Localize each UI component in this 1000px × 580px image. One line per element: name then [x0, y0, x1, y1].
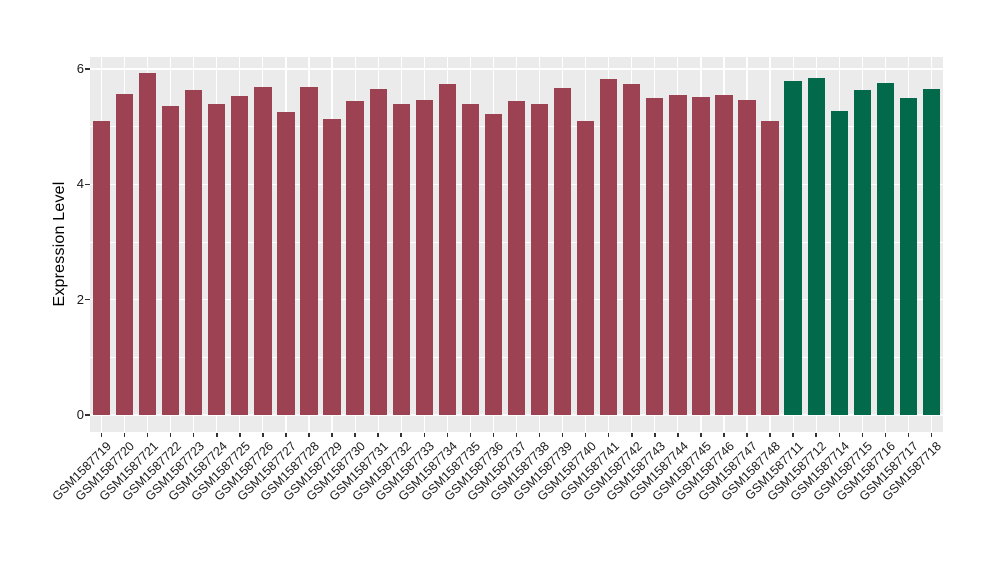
bar-GSM1587732: [392, 103, 410, 415]
x-tick-mark: [515, 432, 518, 437]
x-tick-mark: [492, 432, 495, 437]
x-tick-mark: [169, 432, 172, 437]
bar-GSM1587719: [92, 120, 111, 415]
bar-GSM1587731: [369, 88, 387, 415]
bar-GSM1587721: [138, 73, 157, 415]
x-tick-mark: [861, 432, 864, 437]
y-tick-label: 0: [76, 407, 84, 422]
x-tick-mark: [723, 432, 725, 437]
x-tick-mark: [815, 432, 817, 437]
bar-GSM1587711: [784, 81, 802, 415]
x-tick-mark: [561, 432, 564, 437]
x-tick-mark: [654, 432, 656, 437]
x-tick-mark: [331, 432, 333, 437]
bar-GSM1587745: [692, 97, 710, 415]
x-tick-mark: [930, 432, 933, 437]
y-tick-label: 6: [76, 60, 84, 76]
bar-GSM1587741: [600, 78, 618, 415]
bar-GSM1587716: [876, 82, 894, 415]
x-tick-mark: [146, 432, 149, 437]
x-tick-mark: [700, 432, 702, 437]
x-tick-mark: [631, 432, 633, 437]
x-tick-mark: [907, 432, 910, 437]
y-tick-mark: [85, 298, 90, 301]
x-tick-mark: [192, 432, 195, 437]
x-tick-mark: [377, 432, 379, 437]
x-tick-mark: [123, 432, 126, 437]
bar-GSM1587746: [715, 94, 733, 415]
y-tick-mark: [85, 68, 90, 70]
bar-GSM1587725: [231, 96, 249, 415]
bar-GSM1587747: [738, 99, 756, 415]
x-tick-mark: [884, 432, 887, 437]
x-tick-mark: [239, 432, 241, 437]
x-tick-mark: [100, 432, 103, 437]
bar-GSM1587737: [507, 101, 526, 415]
bar-GSM1587743: [646, 97, 664, 415]
bar-GSM1587740: [577, 120, 595, 415]
bar-GSM1587730: [346, 100, 364, 415]
y-axis-title: Expression Level: [51, 181, 68, 307]
x-tick-mark: [838, 432, 840, 437]
x-tick-mark: [423, 432, 426, 437]
x-tick-mark: [538, 432, 541, 437]
bar-GSM1587727: [277, 111, 295, 415]
bar-GSM1587717: [899, 97, 918, 415]
x-tick-mark: [584, 432, 587, 437]
bar-GSM1587715: [853, 89, 871, 415]
x-tick-mark: [354, 432, 356, 437]
x-tick-mark: [216, 432, 218, 437]
bar-GSM1587726: [254, 86, 272, 415]
x-tick-mark: [400, 432, 402, 437]
x-tick-mark: [677, 432, 679, 437]
x-tick-mark: [285, 432, 287, 437]
x-tick-mark: [792, 432, 794, 437]
x-tick-mark: [262, 432, 264, 437]
y-tick-label: 4: [76, 176, 84, 192]
bar-GSM1587742: [623, 83, 641, 415]
y-tick-mark: [85, 183, 90, 186]
x-tick-mark: [607, 432, 610, 437]
bar-GSM1587734: [438, 83, 456, 415]
x-tick-mark: [308, 432, 310, 437]
bar-GSM1587723: [185, 89, 203, 415]
x-tick-mark: [746, 432, 748, 437]
plot-panel: [90, 57, 943, 432]
x-tick-mark: [469, 432, 472, 437]
bar-GSM1587729: [323, 119, 341, 415]
x-tick-mark: [769, 432, 771, 437]
bar-GSM1587718: [922, 88, 941, 415]
bar-GSM1587744: [669, 94, 687, 415]
y-tick-label: 2: [76, 291, 84, 307]
bar-GSM1587738: [530, 103, 549, 415]
bar-GSM1587736: [484, 113, 503, 415]
bar-GSM1587748: [761, 120, 779, 415]
bar-GSM1587720: [115, 93, 134, 415]
bar-GSM1587735: [461, 104, 480, 415]
bar-GSM1587728: [300, 86, 318, 415]
bar-GSM1587712: [807, 77, 825, 415]
bar-GSM1587714: [830, 110, 848, 415]
bar-GSM1587724: [208, 103, 226, 415]
bar-GSM1587739: [553, 88, 572, 415]
bar-GSM1587722: [162, 105, 180, 415]
bar-GSM1587733: [415, 100, 433, 415]
x-tick-mark: [446, 432, 449, 437]
y-tick-mark: [85, 414, 90, 416]
